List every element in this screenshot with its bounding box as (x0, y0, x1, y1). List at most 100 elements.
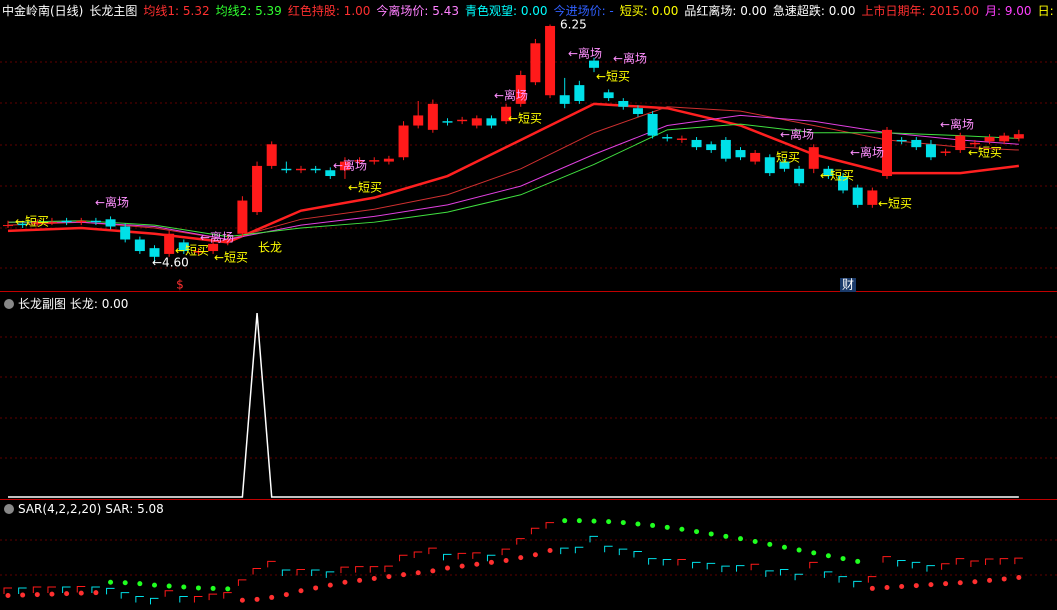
close-step (926, 565, 935, 572)
close-step (648, 558, 657, 565)
close-step (765, 570, 774, 577)
candle-body (515, 75, 526, 104)
sar-dot (195, 585, 201, 591)
close-step (794, 573, 804, 581)
header: 中金岭南(日线) 长龙主图 均线1: 5.32 均线2: 5.39 红色持股: 1.00… (2, 2, 1057, 19)
candle-body (208, 243, 219, 252)
close-step (838, 576, 848, 583)
sar-dot (987, 577, 993, 583)
candle-body (413, 115, 424, 126)
header-item: 红色持股: 1.00 (287, 4, 371, 18)
sar-dot (357, 577, 363, 583)
close-step (530, 527, 540, 535)
candle-body (427, 103, 438, 130)
candle-body (823, 168, 834, 177)
candle-body (662, 137, 673, 139)
close-step (692, 561, 701, 569)
sar-dot (386, 574, 392, 580)
candle-body (574, 85, 585, 101)
candle-body (149, 248, 160, 257)
candle-body (325, 170, 336, 177)
header-item: 长龙主图 (89, 4, 138, 18)
close-step (941, 563, 950, 570)
close-step (823, 571, 833, 578)
close-step (750, 563, 760, 571)
candle-body (252, 165, 263, 213)
sar-dot (738, 536, 743, 542)
candle-body (867, 190, 878, 205)
annotation: ←离场 (780, 127, 814, 142)
sar-dot (327, 582, 333, 588)
candle-body (32, 222, 43, 224)
sar-dot (298, 588, 304, 594)
annotation: ←短买 (175, 244, 209, 258)
close-step (3, 587, 12, 594)
sar-dot (254, 596, 260, 602)
sar-dot (78, 590, 84, 596)
close-step (106, 587, 115, 595)
close-step (443, 553, 452, 561)
header-item: 青色观望: 0.00 (464, 4, 548, 18)
candle-body (999, 135, 1010, 142)
candle-body (76, 220, 87, 223)
close-step (970, 560, 979, 567)
candle-body (193, 251, 204, 253)
candle-body (618, 100, 629, 107)
close-step (164, 590, 174, 597)
indicator-line (8, 312, 1019, 498)
sar-dot (225, 586, 231, 592)
header-item: 急速超跌: 0.00 (772, 4, 856, 18)
annotation: ←离场 (850, 145, 884, 160)
sar-dot (49, 591, 55, 597)
moving-average (7, 123, 1019, 238)
candle-body (530, 43, 541, 83)
candle-body (794, 168, 805, 184)
candle-body (603, 92, 614, 99)
close-step (472, 552, 481, 559)
candle-body (105, 219, 116, 227)
sar-dot (957, 580, 963, 586)
close-step (985, 558, 994, 566)
candle-body (17, 223, 28, 226)
close-step (853, 580, 862, 588)
annotation: ←离场 (200, 230, 234, 245)
moving-average (7, 102, 1020, 244)
candle-body (896, 139, 907, 142)
annotation: 长龙 (258, 241, 282, 255)
close-step (428, 547, 437, 555)
candle-body (310, 168, 321, 171)
sar-dot (664, 524, 670, 530)
candle-body (398, 125, 409, 158)
sar-dot (694, 529, 700, 535)
header-item: 短买: 0.00 (619, 4, 679, 18)
candle-body (735, 150, 746, 158)
close-step (355, 566, 364, 573)
candle-body (545, 25, 556, 96)
annotation: ←短买 (214, 251, 248, 265)
candle-body (281, 168, 292, 171)
header-item: 中金岭南(日线) (2, 4, 84, 18)
candle-body (354, 160, 365, 162)
annotation: 6.25 (560, 18, 587, 32)
sar-dot (34, 592, 40, 598)
sar-dot (635, 521, 641, 527)
annotation: ←短买 (878, 197, 912, 211)
close-step (809, 561, 818, 569)
candle-body (471, 118, 482, 126)
candle-body (808, 147, 819, 169)
candle-body (632, 108, 643, 114)
sar-dot (5, 593, 11, 599)
sar-dot (64, 591, 70, 597)
close-step (252, 568, 262, 575)
close-step (150, 597, 159, 605)
sar-dot (430, 568, 436, 574)
annotation: ←短买 (348, 181, 382, 195)
sar-dot (401, 572, 407, 578)
sar-dot (547, 548, 553, 554)
sar-dot (913, 583, 919, 589)
candle-body (61, 220, 72, 223)
sar-dot (752, 539, 758, 545)
candle-body (90, 220, 101, 223)
close-step (193, 595, 203, 603)
